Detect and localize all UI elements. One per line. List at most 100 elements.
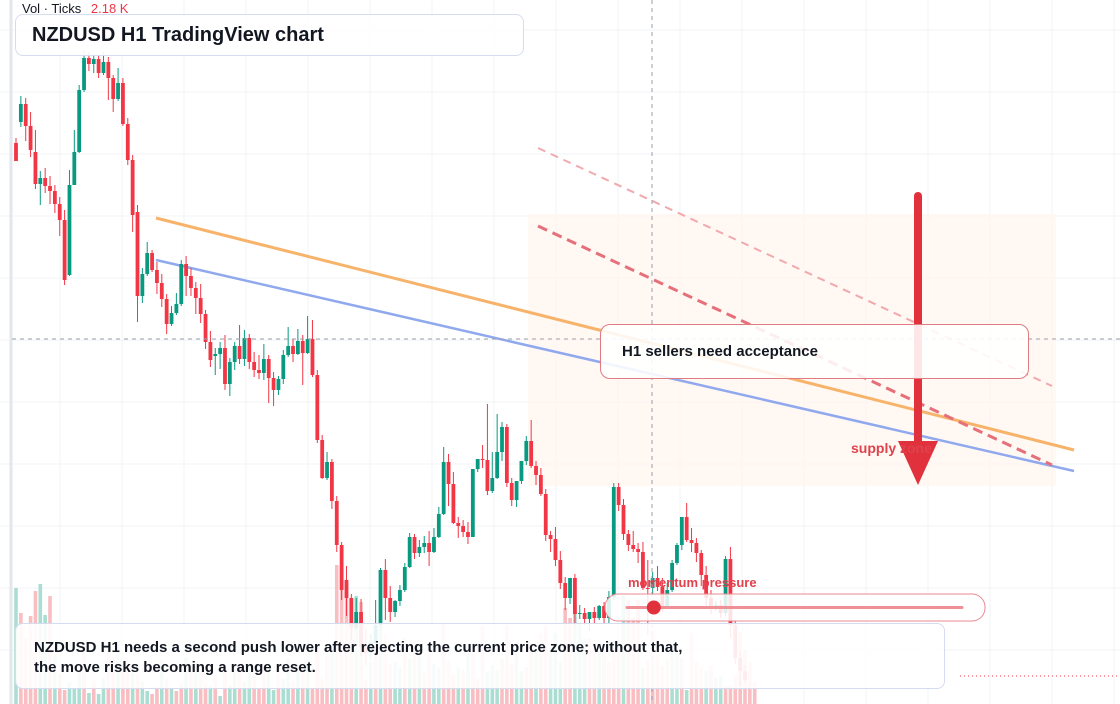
- candle-body: [490, 478, 495, 491]
- candle-body: [548, 535, 553, 539]
- candle-body: [436, 514, 441, 537]
- volume-legend[interactable]: Vol · Ticks 2.18 K: [22, 1, 128, 16]
- trendline-light-red: [537, 147, 1053, 387]
- chart-title-box: NZDUSD H1 TradingView chart: [15, 14, 524, 56]
- candle: [422, 536, 427, 553]
- candle-body: [315, 375, 320, 440]
- candle-body: [524, 441, 529, 461]
- candle-body: [164, 299, 169, 324]
- candle-body: [111, 78, 116, 99]
- candle: [393, 600, 397, 617]
- trendline-red: [537, 224, 1053, 467]
- candle: [164, 294, 169, 334]
- volume-bar: [179, 683, 184, 704]
- candle: [543, 489, 548, 541]
- sellers-callout-text: H1 sellers need acceptance: [622, 343, 818, 360]
- volume-bar: [96, 694, 101, 704]
- candle-body: [631, 545, 636, 549]
- volume-bar: [291, 681, 295, 704]
- candle: [485, 404, 490, 495]
- candle-body: [150, 253, 154, 270]
- candle: [699, 550, 704, 586]
- candle: [728, 547, 733, 638]
- candle-body: [441, 462, 446, 514]
- candle: [636, 543, 640, 563]
- candle: [281, 350, 286, 384]
- volume-bar: [320, 679, 324, 704]
- candle-body: [310, 339, 315, 375]
- candle: [159, 274, 164, 307]
- candle-body: [339, 545, 344, 590]
- candle: [611, 483, 616, 600]
- candle-body: [198, 298, 203, 314]
- candle-body: [553, 539, 558, 560]
- candle: [237, 325, 242, 364]
- volume-bar: [91, 681, 96, 704]
- candle-body: [378, 570, 383, 625]
- volume-bar: [718, 676, 723, 704]
- candle-body: [77, 90, 82, 152]
- volume-bar: [208, 686, 213, 704]
- candle-body: [237, 346, 242, 359]
- candle-body: [538, 475, 543, 494]
- candle-body: [728, 559, 733, 625]
- candle: [500, 422, 504, 461]
- candle-body: [500, 427, 504, 452]
- candle: [441, 447, 446, 515]
- candle-body: [305, 339, 310, 353]
- candle-body: [616, 487, 621, 505]
- volume-bar: [723, 686, 728, 704]
- candle: [62, 210, 67, 285]
- candle: [480, 445, 485, 468]
- candle: [82, 50, 86, 92]
- chart-overlays: [12, 0, 1120, 704]
- volume-bar: [242, 681, 247, 704]
- candle: [427, 531, 431, 566]
- candle-body: [232, 346, 237, 362]
- candle-body: [684, 517, 689, 540]
- candle-body: [529, 441, 534, 466]
- candle-body: [52, 191, 57, 204]
- candle-body: [208, 342, 213, 360]
- volume-bar: [733, 675, 738, 704]
- candle-body: [257, 370, 261, 373]
- candle-body: [388, 598, 393, 612]
- candle: [52, 185, 57, 213]
- candle: [130, 155, 135, 232]
- volume-bar: [364, 680, 368, 704]
- candle-body: [48, 186, 52, 191]
- candle: [684, 503, 689, 542]
- volume-bar: [281, 679, 286, 704]
- volume-bar: [72, 689, 77, 704]
- candle-body: [330, 462, 334, 501]
- volume-bar: [150, 694, 154, 704]
- candle-body: [23, 104, 28, 126]
- candle-body: [57, 204, 62, 220]
- candle-body: [480, 459, 485, 460]
- candle-body: [169, 313, 174, 324]
- candle-body: [704, 575, 709, 598]
- candle: [247, 334, 252, 369]
- candle: [96, 56, 101, 78]
- analysis-note: NZDUSD H1 needs a second push lower afte…: [15, 623, 945, 689]
- candle-body: [184, 264, 188, 276]
- momentum-gauge-knob: [646, 600, 661, 615]
- candle: [519, 461, 524, 484]
- candle-body: [461, 526, 466, 532]
- candle: [641, 542, 645, 590]
- volume-bar: [728, 686, 733, 704]
- candle: [43, 168, 48, 193]
- candle: [91, 54, 96, 73]
- candle: [77, 85, 82, 153]
- candle-body: [62, 220, 67, 280]
- candle-body: [412, 537, 417, 553]
- candle-body: [247, 338, 252, 362]
- candle-body: [611, 487, 616, 597]
- candle: [407, 533, 412, 568]
- candle: [286, 327, 291, 357]
- candle: [72, 130, 77, 185]
- sellers-callout[interactable]: H1 sellers need acceptance: [600, 324, 1029, 379]
- candle: [198, 284, 203, 323]
- candle-body: [155, 270, 159, 283]
- candle-body: [636, 549, 640, 552]
